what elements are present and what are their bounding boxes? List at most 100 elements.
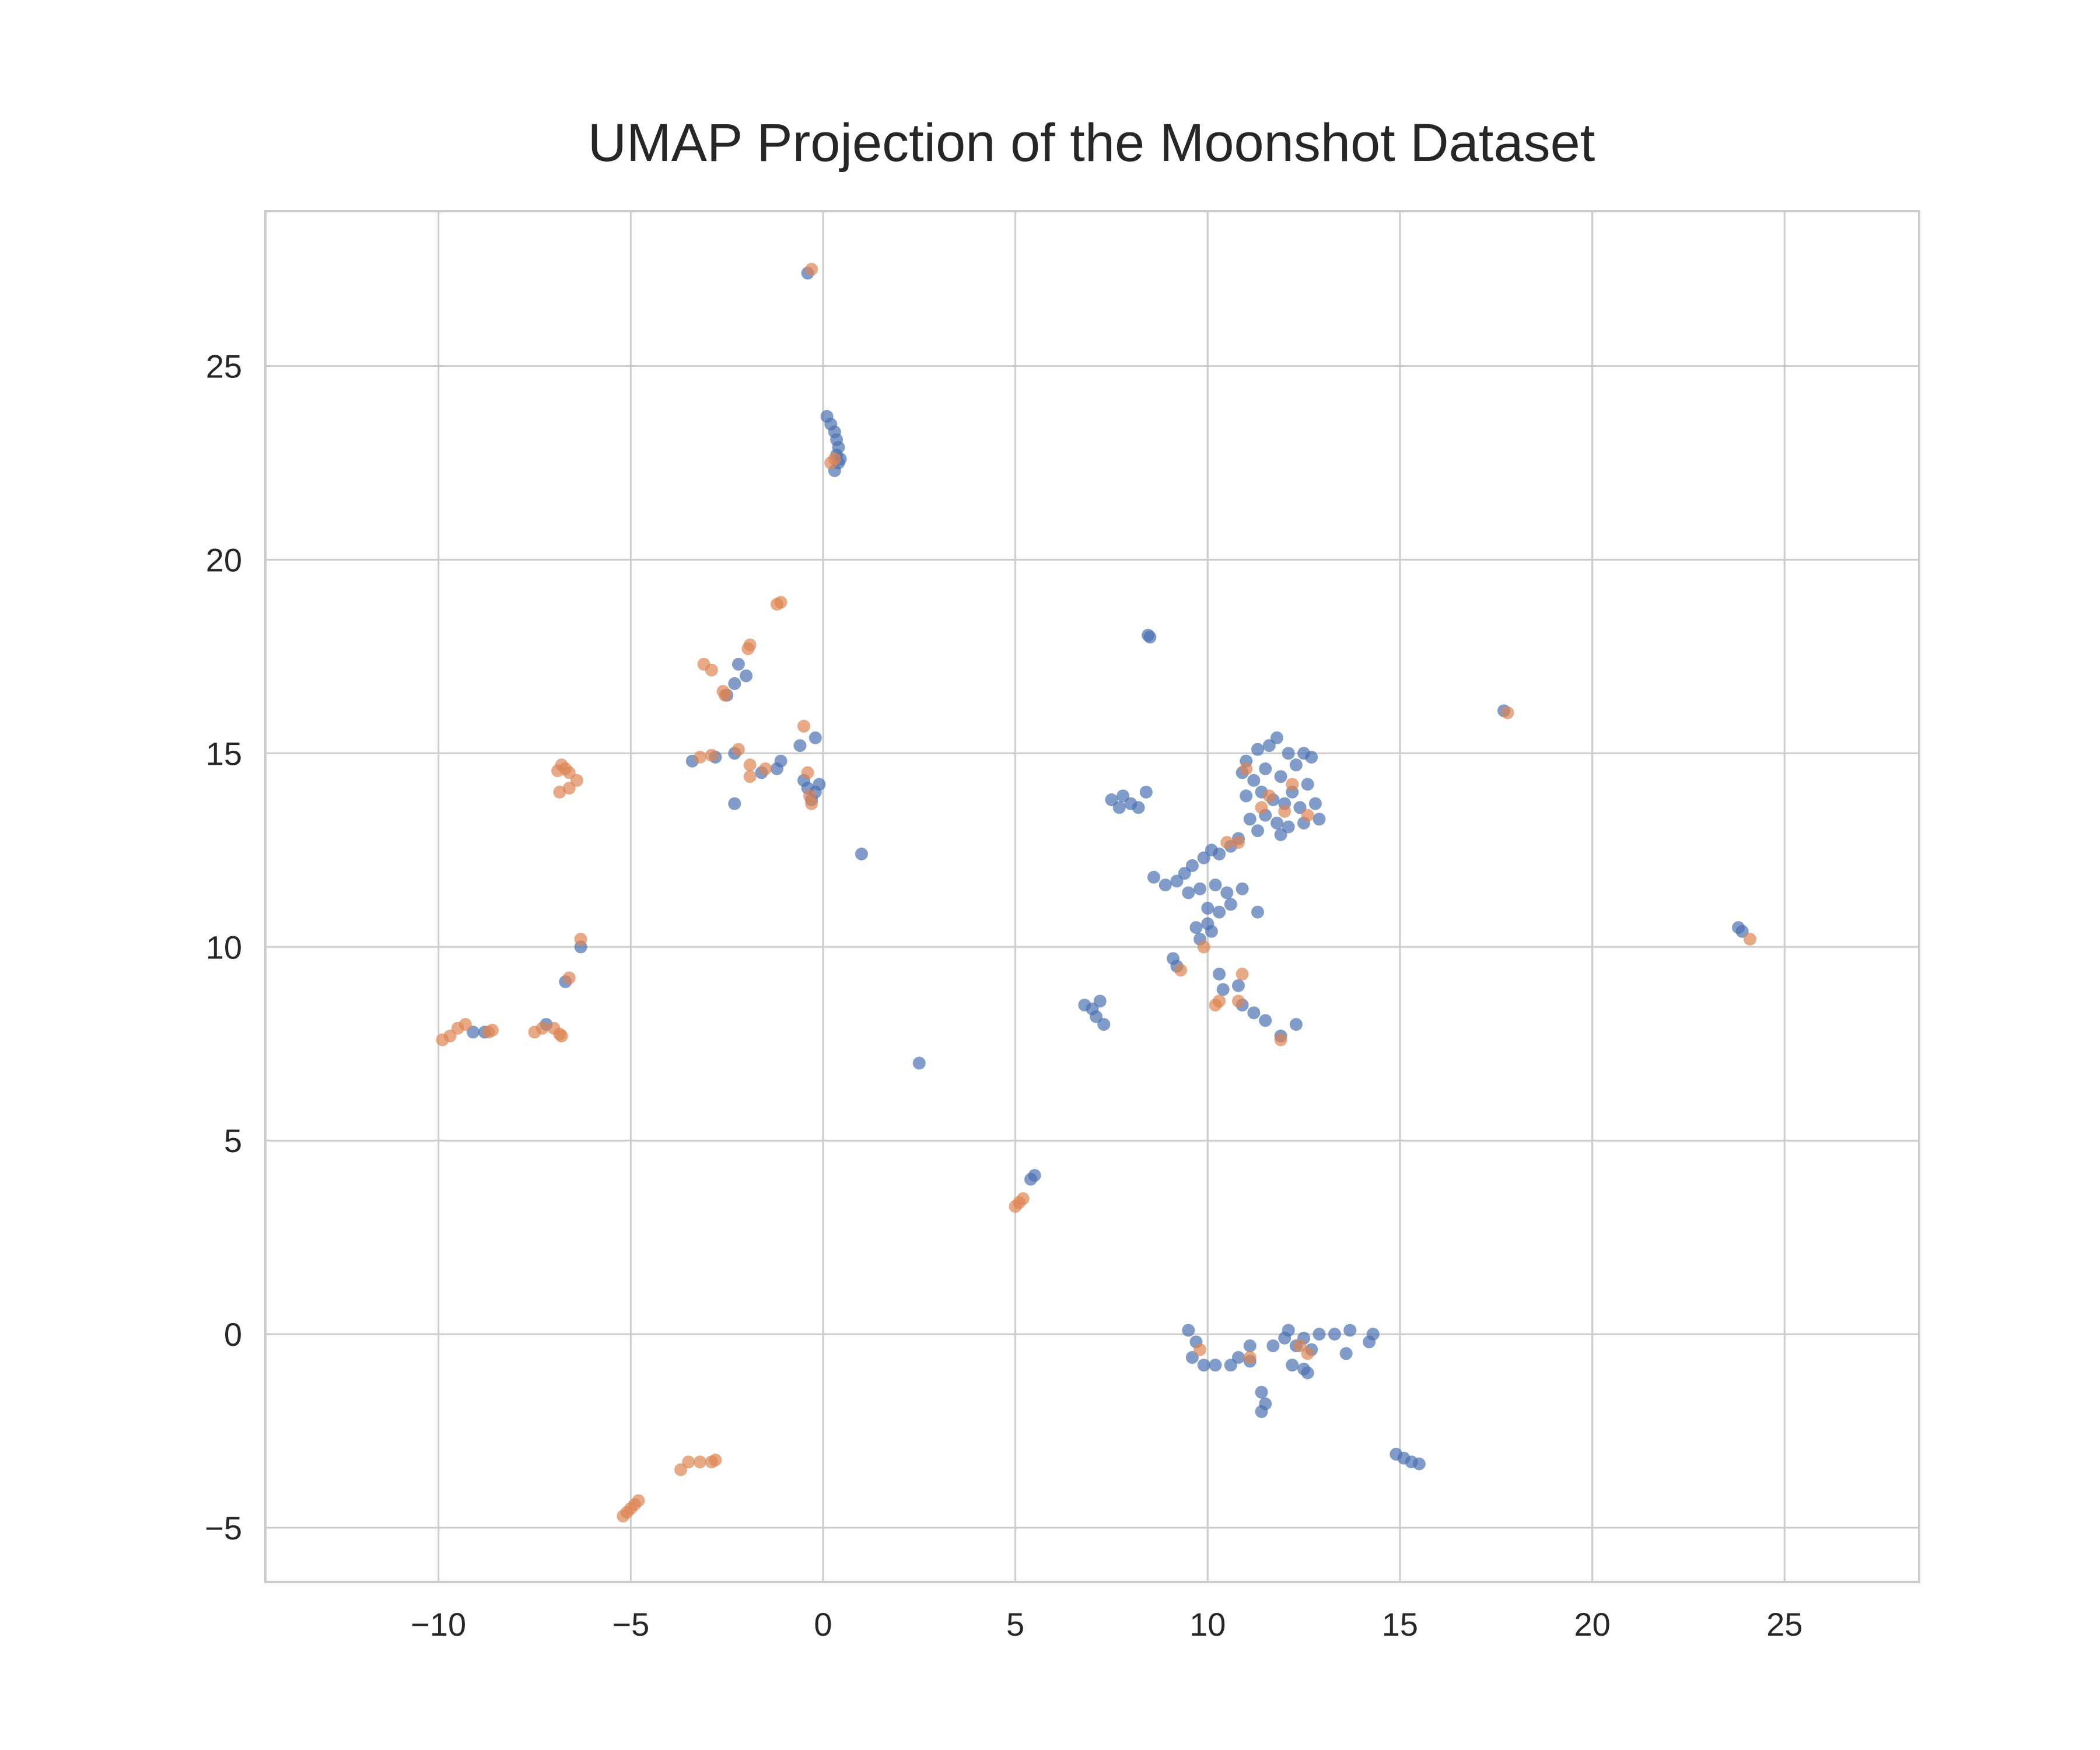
scatter-point xyxy=(1301,778,1314,791)
x-tick-label: 10 xyxy=(1189,1606,1226,1643)
scatter-point xyxy=(1743,933,1756,946)
scatter-point xyxy=(1170,874,1184,888)
plot-frame xyxy=(264,210,1920,1583)
scatter-point xyxy=(1339,1347,1353,1360)
scatter-point xyxy=(1028,1169,1041,1182)
scatter-point xyxy=(553,1027,566,1041)
scatter-point xyxy=(1243,1351,1256,1364)
scatter-point xyxy=(741,642,755,656)
scatter-point xyxy=(1216,983,1230,996)
scatter-point xyxy=(682,1455,695,1469)
scatter-point xyxy=(855,848,868,860)
scatter-point xyxy=(743,758,757,772)
scatter-point xyxy=(1182,1324,1195,1337)
scatter-point xyxy=(705,663,718,677)
scatter-point xyxy=(1232,836,1245,849)
scatter-point xyxy=(1270,731,1283,744)
scatter-point xyxy=(728,677,741,690)
scatter-point xyxy=(1240,789,1253,803)
y-tick-label: 0 xyxy=(224,1316,242,1353)
y-tick-label: 20 xyxy=(206,541,242,578)
chart-title: UMAP Projection of the Moonshot Dataset xyxy=(588,113,1595,173)
scatter-point xyxy=(459,1018,472,1031)
scatter-point xyxy=(1142,628,1155,642)
scatter-point xyxy=(1116,789,1130,803)
scatter-point xyxy=(1247,774,1261,787)
scatter-point xyxy=(1243,1339,1256,1353)
scatter-point xyxy=(486,1024,499,1037)
x-tick-label: −10 xyxy=(411,1606,466,1643)
scatter-point xyxy=(1232,1351,1245,1364)
scatter-point xyxy=(1274,828,1287,841)
scatter-point xyxy=(1301,1366,1314,1380)
y-tick-label: 15 xyxy=(206,735,242,772)
scatter-point xyxy=(632,1494,645,1507)
scatter-point xyxy=(1224,898,1237,911)
scatter-point xyxy=(770,597,783,611)
scatter-point xyxy=(1251,905,1264,919)
scatter-point xyxy=(1343,1324,1357,1337)
scatter-point xyxy=(1259,1014,1272,1027)
x-tick-label: 15 xyxy=(1382,1606,1418,1643)
x-tick-label: 0 xyxy=(814,1606,832,1643)
scatter-point xyxy=(1243,813,1256,826)
scatter-point xyxy=(1201,901,1214,915)
scatter-point xyxy=(1305,751,1318,764)
series-1 xyxy=(436,262,1756,1523)
scatter-point xyxy=(1213,905,1226,919)
scatter-point xyxy=(718,688,732,702)
gridlines xyxy=(265,211,1919,1582)
scatter-point xyxy=(1236,967,1249,981)
scatter-point xyxy=(1251,743,1264,756)
scatter-point xyxy=(1286,778,1299,791)
scatter-point xyxy=(1301,808,1314,822)
scatter-point xyxy=(732,657,745,671)
scatter-point xyxy=(1174,964,1188,977)
scatter-point xyxy=(1282,747,1295,760)
scatter-point xyxy=(1220,886,1234,900)
scatter-point xyxy=(705,748,718,762)
scatter-point xyxy=(1259,762,1272,775)
x-tick-label: 5 xyxy=(1006,1606,1024,1643)
scatter-point xyxy=(1197,851,1210,864)
x-tick-label: 25 xyxy=(1766,1606,1803,1643)
scatter-point xyxy=(1232,995,1245,1008)
scatter-point xyxy=(1255,1385,1268,1399)
scatter-point xyxy=(709,1453,722,1466)
scatter-point xyxy=(1236,882,1249,895)
scatter-point xyxy=(1209,1359,1222,1372)
scatter-point xyxy=(1205,925,1218,938)
scatter-point xyxy=(1274,770,1287,783)
scatter-point xyxy=(1255,1405,1268,1418)
scatter-point xyxy=(551,764,565,778)
scatter-point xyxy=(1278,805,1292,818)
y-tick-label: 5 xyxy=(224,1122,242,1159)
scatter-point xyxy=(728,797,741,810)
scatter-point xyxy=(1158,878,1172,892)
scatter-point xyxy=(1189,921,1203,935)
scatter-point xyxy=(1132,801,1145,814)
y-tick-label: −5 xyxy=(205,1510,242,1546)
scatter-point xyxy=(1289,758,1303,772)
scatter-point xyxy=(1220,836,1234,849)
scatter-point xyxy=(1139,785,1153,799)
scatter-point xyxy=(562,971,576,985)
scatter-point xyxy=(801,766,814,779)
scatter-point xyxy=(1262,789,1276,803)
scatter-point xyxy=(1266,1339,1280,1353)
scatter-point xyxy=(805,262,818,276)
scatter-point xyxy=(694,751,706,764)
data-points xyxy=(436,262,1756,1523)
scatter-point xyxy=(1286,1359,1299,1372)
scatter-point xyxy=(1147,870,1160,884)
scatter-point xyxy=(1209,878,1222,892)
scatter-point xyxy=(1251,824,1264,838)
x-tick-label: −5 xyxy=(612,1606,649,1643)
scatter-point xyxy=(1232,979,1245,992)
scatter-point xyxy=(759,762,772,775)
scatter-point xyxy=(1501,706,1514,719)
scatter-point xyxy=(1247,1006,1261,1020)
x-tick-label: 20 xyxy=(1574,1606,1610,1643)
